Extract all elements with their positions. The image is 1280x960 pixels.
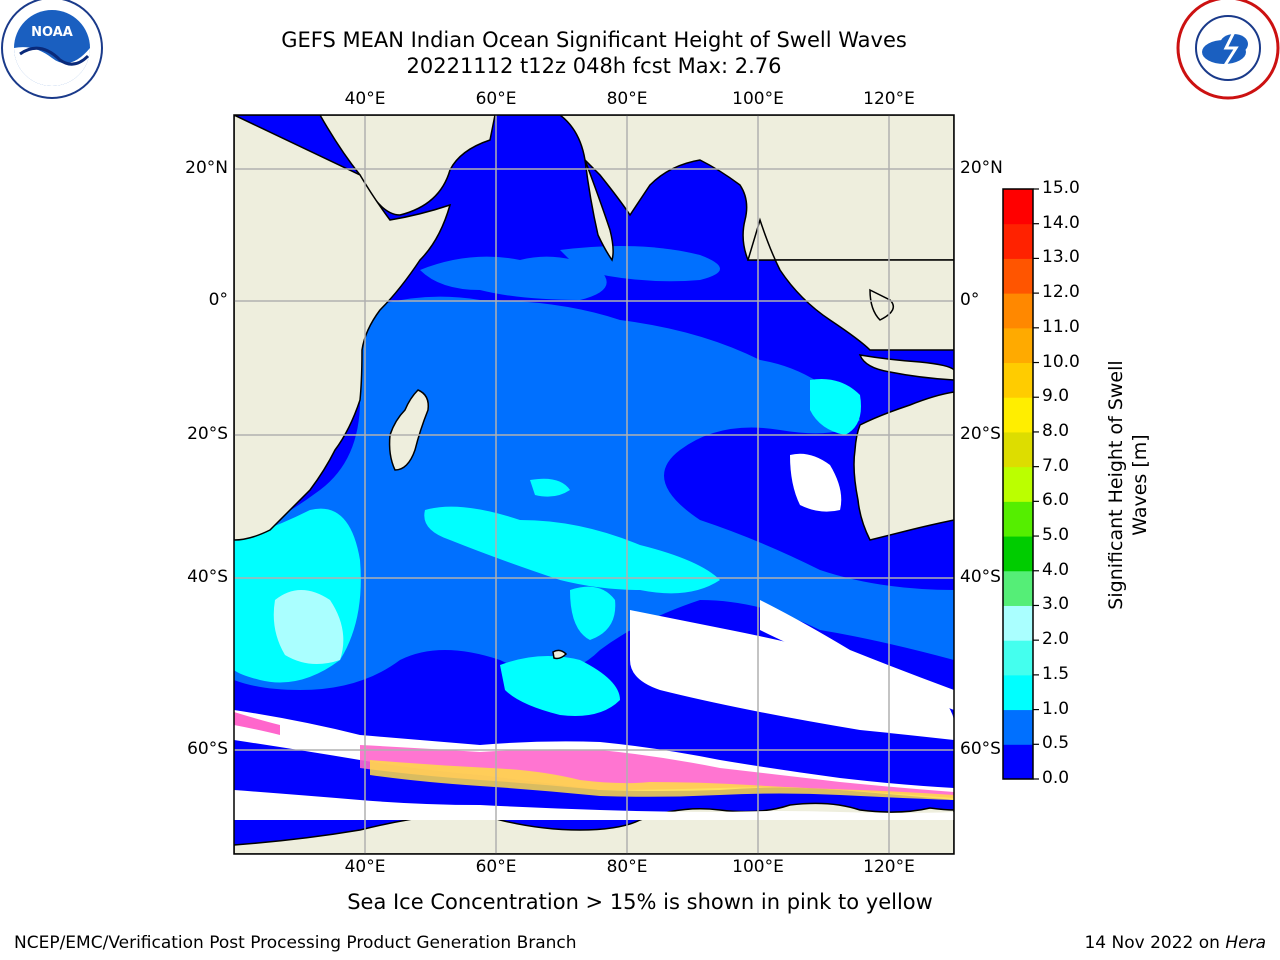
colorbar-tick-label: 15.0: [1042, 178, 1080, 198]
svg-text:NOAA: NOAA: [31, 25, 73, 40]
lat-tick-right: 20°S: [960, 424, 1001, 444]
lon-tick-top: 80°E: [606, 89, 648, 109]
lon-tick-bottom: 80°E: [606, 857, 648, 877]
colorbar-swatch: [1003, 397, 1033, 433]
lat-tick-left: 20°S: [187, 424, 228, 444]
colorbar-tick-label: 11.0: [1042, 316, 1080, 337]
lon-tick-bottom: 120°E: [863, 857, 915, 877]
colorbar-tick-label: 8.0: [1042, 420, 1070, 441]
colorbar-tick-label: 1.5: [1042, 663, 1070, 684]
colorbar-label-line2: Waves [m]: [1129, 434, 1151, 536]
lat-tick-left: 60°S: [187, 739, 228, 759]
sea-ice-region: [234, 453, 954, 820]
colorbar-swatch: [1003, 258, 1033, 294]
colorbar-swatch: [1003, 570, 1033, 606]
lon-tick-bottom: 40°E: [344, 857, 386, 877]
nws-logo: [1176, 0, 1280, 100]
colorbar-tick-label: 3.0: [1042, 594, 1070, 615]
lat-tick-right: 40°S: [960, 567, 1001, 587]
colorbar-swatch: [1003, 189, 1033, 225]
footer-date-text: 14 Nov 2022 on: [1084, 933, 1226, 953]
lat-tick-right: 60°S: [960, 739, 1001, 759]
colorbar-tick-label: 0.5: [1042, 733, 1070, 754]
lat-tick-right: 0°: [960, 290, 980, 310]
colorbar-swatch: [1003, 536, 1033, 572]
colorbar-tick-label: 14.0: [1042, 212, 1080, 233]
graticule: [234, 115, 954, 854]
lat-tick-left: 40°S: [187, 567, 228, 587]
lon-tick-top: 40°E: [344, 89, 386, 109]
colorbar-swatch: [1003, 466, 1033, 502]
colorbar-tick-label: 4.0: [1042, 559, 1070, 580]
colorbar-tick-label: 2.0: [1042, 629, 1070, 650]
sea-ice-caption: Sea Ice Concentration > 15% is shown in …: [347, 890, 933, 914]
lon-tick-bottom: 60°E: [475, 857, 517, 877]
lat-tick-left: 0°: [208, 290, 228, 310]
lon-tick-top: 120°E: [863, 89, 915, 109]
colorbar-label-line1: Significant Height of Swell: [1105, 360, 1127, 610]
map-subtitle: 20221112 t12z 048h fcst Max: 2.76: [406, 54, 782, 78]
colorbar-swatch: [1003, 327, 1033, 364]
colorbar-tick-label: 6.0: [1042, 490, 1070, 511]
colorbar-frame: [1002, 188, 1034, 780]
colorbar-tick-label: 10.0: [1042, 351, 1080, 372]
map-frame: [233, 114, 955, 855]
lat-tick-left: 20°N: [185, 158, 228, 178]
map-title: GEFS MEAN Indian Ocean Significant Heigh…: [281, 28, 907, 52]
colorbar-tick-label: 13.0: [1042, 247, 1080, 268]
colorbar-swatch: [1003, 362, 1033, 398]
noaa-logo: NOAA: [1, 0, 103, 99]
colorbar-swatch: [1003, 709, 1033, 745]
footer-machine: Hera: [1225, 933, 1266, 953]
colorbar-swatch: [1003, 223, 1033, 259]
colorbar-swatch: [1003, 605, 1033, 641]
lon-tick-top: 100°E: [732, 89, 784, 109]
swell-field-peak: [273, 590, 344, 664]
colorbar-tick-label: 5.0: [1042, 525, 1070, 546]
colorbar-tick-label: 12.0: [1042, 282, 1080, 303]
colorbar-tick-label: 0.0: [1042, 768, 1070, 788]
colorbar: [1002, 188, 1039, 780]
colorbar-swatch: [1003, 431, 1033, 468]
colorbar-swatch: [1003, 744, 1033, 780]
lon-tick-top: 60°E: [475, 89, 517, 109]
colorbar-label: Significant Height of Swell Waves [m]: [1104, 325, 1152, 645]
colorbar-tick-label: 9.0: [1042, 386, 1070, 407]
footer-credit: NCEP/EMC/Verification Post Processing Pr…: [14, 933, 577, 953]
lon-tick-bottom: 100°E: [732, 857, 784, 877]
colorbar-tick-label: 1.0: [1042, 698, 1070, 719]
colorbar-swatch: [1003, 674, 1033, 711]
colorbar-swatch: [1003, 293, 1033, 329]
colorbar-swatch: [1003, 640, 1033, 676]
colorbar-swatch: [1003, 501, 1033, 537]
lat-tick-right: 20°N: [960, 158, 1003, 178]
footer-date: 14 Nov 2022 on Hera: [1084, 933, 1266, 953]
colorbar-tick-label: 7.0: [1042, 455, 1070, 476]
